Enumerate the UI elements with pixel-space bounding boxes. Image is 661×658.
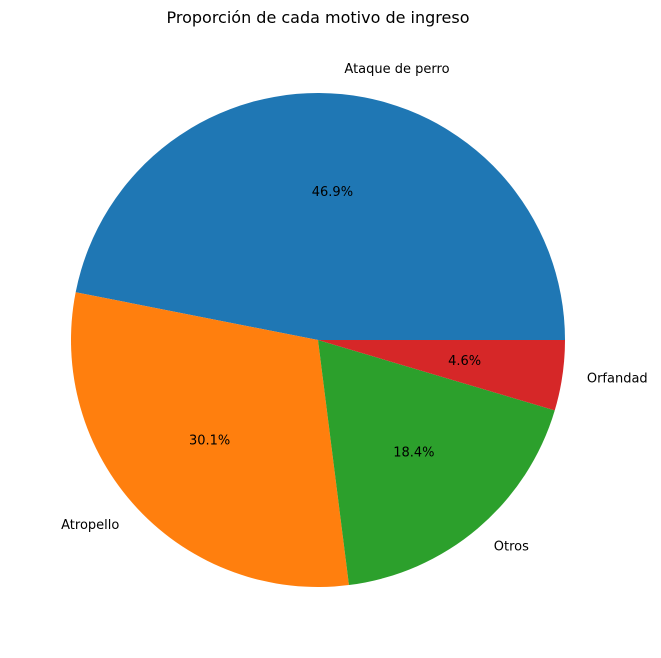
slice-label-otros: Otros <box>494 540 529 555</box>
pie-slice-ataque-de-perro <box>75 92 565 340</box>
pct-label-atropello: 30.1% <box>189 434 230 449</box>
slice-label-orfandad: Orfandad <box>587 372 648 387</box>
pct-label-ataque-de-perro: 46.9% <box>312 185 353 200</box>
chart-title: Proporción de cada motivo de ingreso <box>166 8 469 27</box>
pie-slice-atropello <box>71 292 349 587</box>
pie-labels: Ataque de perro 46.9% Atropello 30.1% Otros 1… <box>61 62 648 555</box>
pie-slice-otros <box>318 340 555 586</box>
pct-label-otros: 18.4% <box>393 445 434 460</box>
pie-slice-orfandad <box>318 340 565 411</box>
pct-label-orfandad: 4.6% <box>448 354 481 369</box>
pie-slices <box>71 92 565 587</box>
slice-label-atropello: Atropello <box>61 518 119 533</box>
slice-label-ataque-de-perro: Ataque de perro <box>344 62 449 77</box>
